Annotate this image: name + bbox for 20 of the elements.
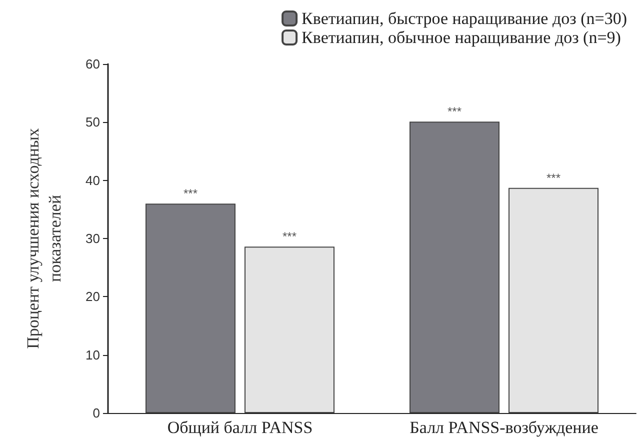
- y-tick-label: 30: [86, 231, 100, 246]
- x-tick-label: Балл PANSS-возбуждение: [410, 418, 598, 437]
- bar: [410, 122, 500, 413]
- y-tick-label: 40: [86, 172, 100, 188]
- data-label: ***: [546, 170, 561, 185]
- y-tick-label: 50: [86, 114, 100, 130]
- data-label: ***: [447, 104, 462, 119]
- y-tick-label: 60: [86, 56, 100, 72]
- bar: [244, 246, 334, 413]
- y-tick-label: 0: [92, 406, 100, 420]
- y-tick-label: 10: [86, 347, 100, 362]
- y-axis-title: Процент улучшения исходных показателей: [24, 128, 64, 349]
- data-label: ***: [183, 186, 198, 201]
- x-tick-label: Общий балл PANSS: [167, 418, 313, 437]
- bar: [146, 204, 236, 413]
- y-tick-label: 20: [86, 289, 100, 304]
- data-label: ***: [282, 230, 297, 244]
- bar: [508, 188, 598, 413]
- legend-label: Кветиапин, обычное наращивание доз (n=9): [302, 28, 621, 47]
- legend-label: Кветиапин, быстрое наращивание доз (n=30): [302, 9, 628, 28]
